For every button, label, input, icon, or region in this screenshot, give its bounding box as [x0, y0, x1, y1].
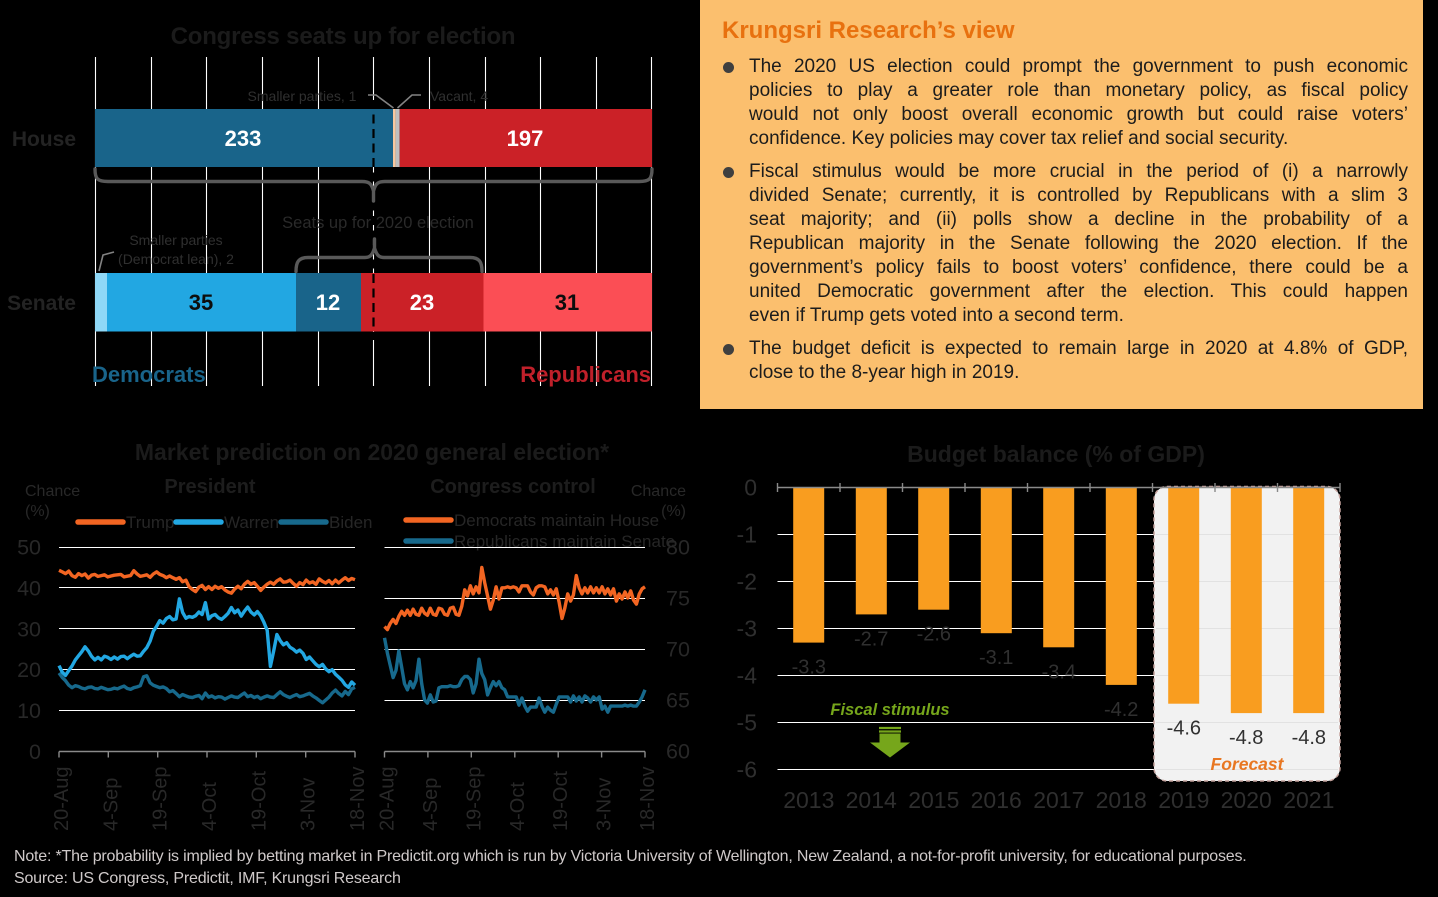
svg-text:-4: -4	[737, 663, 758, 689]
svg-text:18-Nov: 18-Nov	[347, 767, 369, 831]
svg-text:65: 65	[666, 689, 690, 713]
svg-text:80: 80	[666, 536, 690, 560]
svg-text:(Democrat lean), 2: (Democrat lean), 2	[118, 251, 234, 267]
svg-text:3-Nov: 3-Nov	[594, 778, 616, 831]
svg-text:-2.6: -2.6	[917, 624, 951, 646]
svg-text:19-Sep: 19-Sep	[150, 767, 172, 832]
svg-text:Seats up for 2020 election: Seats up for 2020 election	[282, 214, 474, 232]
svg-text:Smaller parties: Smaller parties	[129, 232, 222, 248]
svg-text:4-Oct: 4-Oct	[507, 782, 529, 831]
svg-text:Chance: Chance	[25, 483, 80, 500]
svg-text:Senate: Senate	[7, 292, 76, 315]
svg-text:-6: -6	[737, 757, 757, 783]
svg-text:2016: 2016	[971, 787, 1022, 813]
svg-text:20-Aug: 20-Aug	[51, 767, 73, 832]
svg-text:4-Oct: 4-Oct	[199, 782, 221, 831]
svg-text:House: House	[12, 128, 76, 151]
svg-text:Budget balance (% of GDP): Budget balance (% of GDP)	[907, 441, 1205, 467]
svg-text:-4.8: -4.8	[1292, 727, 1326, 749]
svg-text:2014: 2014	[846, 787, 897, 813]
svg-text:31: 31	[555, 290, 579, 315]
svg-text:-2: -2	[737, 569, 757, 595]
svg-text:19-Sep: 19-Sep	[463, 767, 485, 832]
svg-text:Market prediction on 2020 gene: Market prediction on 2020 general electi…	[135, 439, 609, 465]
svg-text:Source: US Congress, Predictit: Source: US Congress, Predictit, IMF, Kru…	[14, 870, 401, 887]
svg-text:4-Sep: 4-Sep	[100, 778, 122, 831]
svg-text:2015: 2015	[908, 787, 959, 813]
svg-text:60: 60	[666, 740, 690, 764]
svg-text:Democrats maintain House: Democrats maintain House	[454, 511, 659, 530]
svg-text:0: 0	[29, 740, 41, 764]
svg-text:50: 50	[17, 536, 41, 560]
svg-text:-1: -1	[737, 522, 757, 548]
svg-text:10: 10	[17, 699, 41, 723]
svg-text:-4.6: -4.6	[1167, 718, 1201, 740]
svg-text:(%): (%)	[25, 503, 50, 520]
svg-text:Fiscal stimulus: Fiscal stimulus	[830, 701, 949, 719]
svg-text:4-Sep: 4-Sep	[420, 778, 442, 831]
svg-text:2021: 2021	[1283, 787, 1334, 813]
svg-text:12: 12	[316, 290, 340, 315]
svg-text:Smaller parties, 1: Smaller parties, 1	[248, 88, 357, 104]
svg-text:Vacant, 4: Vacant, 4	[430, 88, 488, 104]
svg-text:70: 70	[666, 638, 690, 662]
svg-text:2019: 2019	[1158, 787, 1209, 813]
svg-text:19-Oct: 19-Oct	[248, 771, 270, 831]
svg-text:Republicans: Republicans	[520, 362, 651, 387]
svg-text:Note: *The probability is impl: Note: *The probability is implied by bet…	[14, 848, 1247, 865]
svg-text:3-Nov: 3-Nov	[298, 778, 320, 831]
svg-text:19-Oct: 19-Oct	[550, 771, 572, 831]
svg-text:2017: 2017	[1033, 787, 1084, 813]
svg-text:2020: 2020	[1221, 787, 1272, 813]
svg-text:20: 20	[17, 658, 41, 682]
svg-text:Warren: Warren	[224, 513, 279, 532]
svg-text:(%): (%)	[661, 503, 686, 520]
svg-text:Republicans maintain Senate: Republicans maintain Senate	[454, 532, 675, 551]
svg-text:Trump: Trump	[126, 513, 175, 532]
svg-text:-3: -3	[737, 616, 757, 642]
svg-text:75: 75	[666, 587, 690, 611]
svg-text:-4.8: -4.8	[1229, 727, 1263, 749]
svg-text:-2.7: -2.7	[854, 628, 888, 650]
svg-text:Democrats: Democrats	[92, 362, 206, 387]
svg-text:President: President	[164, 476, 255, 498]
svg-text:23: 23	[410, 290, 434, 315]
svg-text:0: 0	[744, 475, 757, 501]
svg-text:Congress seats up for election: Congress seats up for election	[171, 23, 516, 50]
svg-text:233: 233	[225, 126, 262, 151]
svg-text:-5: -5	[737, 710, 757, 736]
svg-text:40: 40	[17, 576, 41, 600]
svg-text:30: 30	[17, 617, 41, 641]
svg-text:Chance: Chance	[631, 483, 686, 500]
svg-text:Biden: Biden	[329, 513, 372, 532]
svg-text:-3.1: -3.1	[979, 647, 1013, 669]
svg-text:-4.2: -4.2	[1104, 699, 1138, 721]
svg-text:Congress control: Congress control	[430, 476, 596, 498]
svg-text:20-Aug: 20-Aug	[377, 767, 399, 832]
svg-text:35: 35	[189, 290, 213, 315]
svg-text:-3.4: -3.4	[1042, 661, 1076, 683]
svg-text:2013: 2013	[783, 787, 834, 813]
svg-text:197: 197	[507, 126, 544, 151]
svg-text:Forecast: Forecast	[1211, 754, 1285, 774]
svg-text:18-Nov: 18-Nov	[637, 767, 659, 831]
svg-text:-3.3: -3.3	[792, 657, 826, 679]
svg-text:2018: 2018	[1096, 787, 1147, 813]
